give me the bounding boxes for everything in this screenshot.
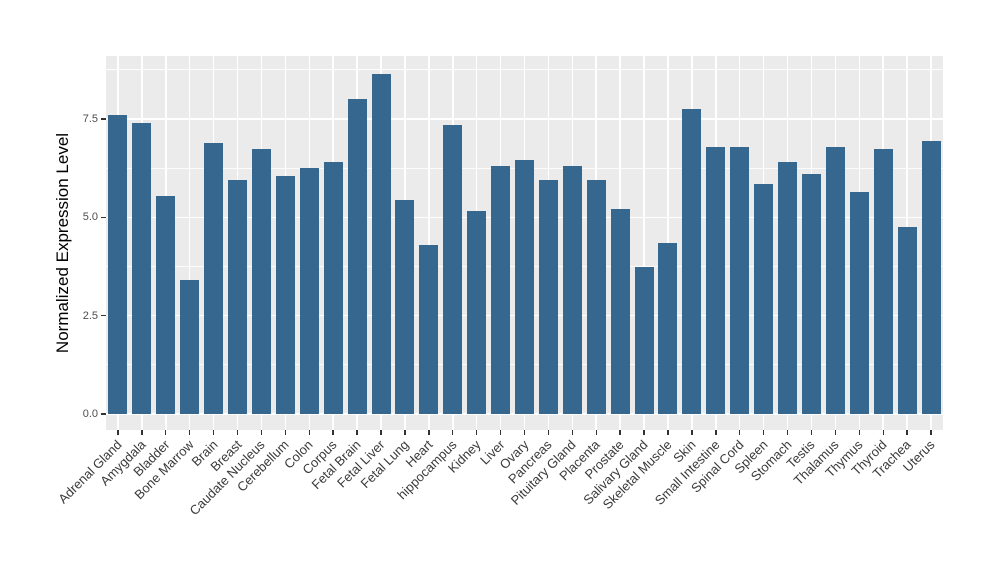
x-axis-tick <box>930 430 932 435</box>
bar <box>921 140 941 414</box>
x-axis-tick <box>523 430 526 435</box>
bar <box>347 99 367 414</box>
x-axis-tick <box>117 430 119 435</box>
x-axis-tick <box>643 430 645 435</box>
bar <box>275 176 295 414</box>
x-axis-tick <box>165 430 167 435</box>
bar <box>180 280 200 414</box>
x-axis-tick <box>475 430 478 435</box>
bar <box>132 122 152 414</box>
x-axis-tick <box>499 430 502 435</box>
bar <box>730 146 750 414</box>
bar <box>467 211 487 414</box>
bar <box>801 174 821 414</box>
x-axis-tick <box>667 430 669 435</box>
x-axis-tick <box>308 430 310 435</box>
bar <box>873 148 893 414</box>
bar <box>538 180 558 414</box>
x-axis-tick <box>284 430 287 435</box>
x-axis-tick <box>691 430 693 435</box>
x-axis-tick <box>906 430 908 435</box>
x-axis-tick <box>236 430 239 435</box>
bar <box>562 166 582 414</box>
bar <box>754 183 774 414</box>
bar <box>658 242 678 414</box>
bar <box>395 199 415 414</box>
x-axis-tick <box>739 430 741 435</box>
bar <box>682 109 702 414</box>
x-axis-tick <box>428 430 430 435</box>
x-axis-tick <box>715 430 717 435</box>
y-axis-tick <box>100 314 106 317</box>
x-axis-tick <box>189 430 191 435</box>
bar <box>706 146 726 414</box>
bar <box>491 166 511 414</box>
bar <box>610 209 630 414</box>
bar <box>323 162 343 414</box>
x-axis-tick <box>858 430 860 435</box>
x-axis-tick <box>571 430 574 435</box>
x-axis-tick <box>619 430 621 435</box>
x-axis-tick <box>356 430 358 435</box>
x-axis-tick <box>141 430 143 435</box>
x-axis-tick <box>452 430 454 435</box>
y-tick-label: 0.0 <box>82 408 98 420</box>
bar <box>108 115 128 414</box>
y-tick-label: 2.5 <box>82 309 98 322</box>
bar <box>443 124 463 414</box>
gridline-vertical <box>188 56 191 430</box>
x-axis-tick <box>404 430 406 435</box>
y-axis-tick <box>100 413 106 415</box>
x-axis-tick <box>547 430 550 435</box>
gridline-vertical <box>428 56 430 430</box>
plot-panel <box>106 56 943 430</box>
x-axis-tick <box>834 430 837 435</box>
bar <box>371 73 391 414</box>
x-axis-tick <box>380 430 382 435</box>
y-axis-tick <box>100 118 106 120</box>
bar <box>204 142 224 414</box>
bar <box>515 160 534 414</box>
y-tick-label: 7.5 <box>82 113 98 126</box>
y-axis-tick <box>100 216 106 219</box>
x-axis-tick <box>212 430 215 435</box>
x-axis-tick <box>786 430 789 435</box>
bar <box>825 146 845 414</box>
bar <box>419 244 439 414</box>
bar <box>849 191 869 414</box>
x-axis-tick <box>810 430 813 435</box>
x-axis-tick <box>260 430 263 435</box>
bar <box>778 162 798 414</box>
x-axis-tick <box>762 430 765 435</box>
x-axis-tick <box>595 430 597 435</box>
bar <box>228 180 248 414</box>
bar <box>156 195 176 414</box>
x-axis-tick <box>882 430 884 435</box>
bar <box>586 180 606 414</box>
y-tick-label: 5.0 <box>82 211 98 224</box>
bar <box>299 168 319 414</box>
bar <box>251 148 271 414</box>
bar <box>897 227 917 414</box>
x-axis-tick <box>332 430 334 435</box>
gridline-vertical <box>643 56 645 430</box>
bar <box>634 266 654 414</box>
